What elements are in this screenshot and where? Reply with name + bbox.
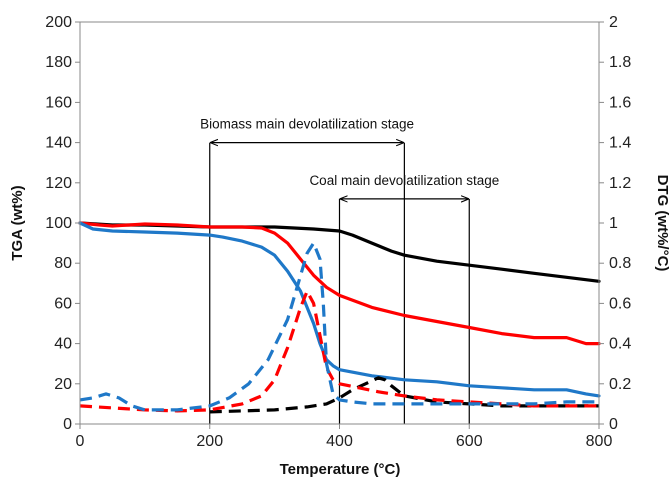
dtg-series-line-6 bbox=[79, 241, 599, 412]
y2-tick-label: 0.8 bbox=[609, 255, 631, 272]
y2-tick-label: 1 bbox=[609, 215, 618, 232]
y-tick-label: 200 bbox=[45, 14, 72, 31]
y-axis-title: TGA (wt%) bbox=[9, 185, 26, 260]
ticks-layer: 0 200 400 600 800020406080100120140160180200… bbox=[45, 14, 631, 450]
series-layer bbox=[78, 221, 601, 414]
y-tick-label: 140 bbox=[45, 135, 72, 152]
x-tick-label: 400 bbox=[326, 433, 353, 450]
y2-tick-label: 1.2 bbox=[609, 175, 631, 192]
x-tick-label: 600 bbox=[456, 433, 483, 450]
tga-series-line-3 bbox=[78, 221, 601, 398]
annotation-label: Biomass main devolatilization stage bbox=[200, 117, 414, 132]
y2-tick-label: 2 bbox=[609, 14, 618, 31]
tga-series-line-2 bbox=[78, 221, 601, 346]
y-tick-label: 20 bbox=[54, 376, 72, 393]
y2-tick-label: 1.8 bbox=[609, 54, 631, 71]
annotation-label: Coal main devolatilization stage bbox=[309, 173, 499, 188]
y-tick-label: 100 bbox=[45, 215, 72, 232]
y2-tick-label: 0.2 bbox=[609, 376, 631, 393]
y2-tick-label: 0.4 bbox=[609, 336, 631, 353]
y-tick-label: 180 bbox=[45, 54, 72, 71]
y2-tick-label: 0 bbox=[609, 416, 618, 433]
annotation-layer: Biomass main devolatilization stage Coal … bbox=[200, 117, 499, 424]
x-axis-title: Temperature (°C) bbox=[280, 461, 401, 478]
y-tick-label: 120 bbox=[45, 175, 72, 192]
y-tick-label: 160 bbox=[45, 94, 72, 111]
y-tick-label: 0 bbox=[63, 416, 72, 433]
dtg-series-line-5 bbox=[79, 289, 599, 413]
y-tick-label: 80 bbox=[54, 255, 72, 272]
y-tick-label: 40 bbox=[54, 336, 72, 353]
y2-tick-label: 1.4 bbox=[609, 135, 631, 152]
x-tick-label: 800 bbox=[586, 433, 613, 450]
y2-tick-label: 1.6 bbox=[609, 94, 631, 111]
y-tick-label: 60 bbox=[54, 295, 72, 312]
x-tick-label: 0 bbox=[76, 433, 85, 450]
y2-tick-label: 0.6 bbox=[609, 295, 631, 312]
y2-axis-title: DTG (wt%/°C) bbox=[654, 175, 669, 272]
dtg-series-line-4 bbox=[209, 376, 599, 414]
x-tick-label: 200 bbox=[196, 433, 223, 450]
